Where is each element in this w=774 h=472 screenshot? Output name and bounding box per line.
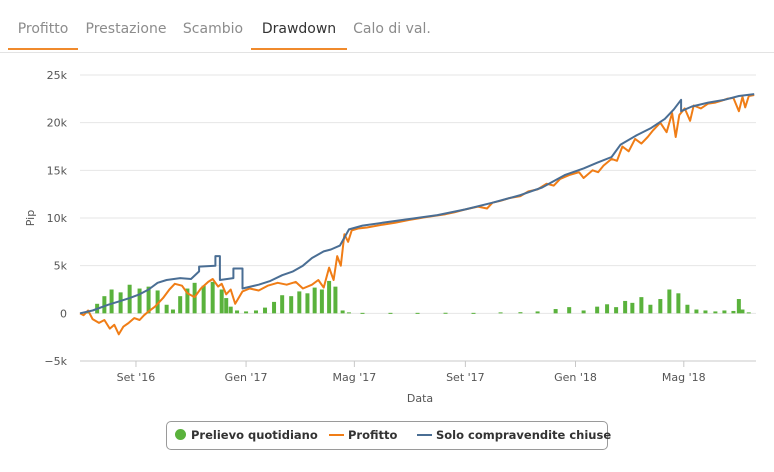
- legend-label-daily: Prelievo quotidiano: [191, 428, 318, 442]
- daily-withdrawal-bar: [722, 310, 727, 314]
- daily-withdrawal-bar: [297, 291, 302, 314]
- daily-withdrawal-bar: [360, 312, 365, 314]
- x-tick-label: Set '16: [117, 371, 156, 384]
- daily-withdrawal-bar: [118, 292, 123, 314]
- daily-withdrawal-bar: [443, 312, 448, 314]
- daily-withdrawal-bar: [630, 302, 635, 314]
- daily-withdrawal-bar: [676, 293, 681, 314]
- daily-withdrawal-bar: [605, 304, 610, 314]
- daily-withdrawal-bar: [658, 299, 663, 314]
- daily-withdrawal-bar: [746, 312, 751, 314]
- daily-withdrawal-bar: [667, 289, 672, 314]
- chart-legend: Prelievo quotidiano Profitto Solo compra…: [166, 421, 611, 450]
- daily-withdrawal-bar: [305, 293, 310, 314]
- y-tick-label: 25k: [47, 69, 68, 82]
- legend-dot-daily: [175, 429, 186, 440]
- tab-value-drop[interactable]: Calo di val.: [353, 21, 431, 37]
- tab-performance[interactable]: Prestazione: [85, 21, 167, 37]
- daily-withdrawal-bar: [235, 310, 240, 314]
- daily-withdrawal-bar: [244, 311, 249, 314]
- daily-withdrawal-bar: [731, 310, 736, 314]
- daily-withdrawal-bar: [703, 310, 708, 314]
- daily-withdrawal-bar: [289, 296, 294, 314]
- tab-bar: Profitto Prestazione Scambio Drawdown Ca…: [0, 0, 774, 53]
- y-axis-title: Pip: [24, 210, 37, 226]
- x-tick-label: Mag '18: [662, 371, 706, 384]
- daily-withdrawal-bar: [685, 304, 690, 314]
- daily-withdrawal-bar: [614, 307, 619, 314]
- legend-label-profit: Profitto: [348, 428, 398, 442]
- legend-item-profit[interactable]: Profitto: [329, 422, 397, 449]
- daily-withdrawal-bar: [319, 289, 324, 314]
- daily-withdrawal-bar: [740, 309, 745, 314]
- daily-withdrawal-bar: [219, 289, 224, 314]
- daily-withdrawal-bar: [736, 299, 741, 314]
- tab-profit[interactable]: Profitto: [8, 0, 78, 50]
- daily-withdrawal-bar: [155, 290, 160, 314]
- legend-item-closed[interactable]: Solo compravendite chiuse: [417, 422, 611, 449]
- daily-withdrawal-bar: [535, 311, 540, 314]
- legend-item-daily[interactable]: Prelievo quotidiano: [175, 422, 318, 449]
- x-axis-title: Data: [407, 392, 433, 405]
- daily-withdrawal-bar: [388, 312, 393, 314]
- x-axis-ticks: Set '16 Gen '17 Mag '17 Set '17 Gen '18 Mag '…: [117, 361, 706, 384]
- y-tick-label: −5k: [44, 355, 67, 368]
- daily-withdrawal-bar: [312, 287, 317, 314]
- daily-withdrawal-bar: [498, 312, 503, 314]
- daily-withdrawal-bar: [694, 309, 699, 314]
- x-tick-label: Mag '17: [333, 371, 377, 384]
- series-daily-withdrawal: [86, 280, 751, 314]
- daily-withdrawal-bar: [581, 310, 586, 314]
- daily-withdrawal-bar: [327, 280, 332, 314]
- daily-withdrawal-bar: [178, 296, 183, 314]
- series-line-closed-trades: [79, 93, 755, 315]
- daily-withdrawal-bar: [471, 312, 476, 314]
- daily-withdrawal-bar: [253, 310, 258, 314]
- daily-withdrawal-bar: [333, 286, 338, 314]
- daily-withdrawal-bar: [713, 311, 718, 314]
- daily-withdrawal-bar: [415, 312, 420, 314]
- daily-withdrawal-bar: [185, 288, 190, 314]
- daily-withdrawal-bar: [164, 304, 169, 314]
- y-axis-ticks: 25k 20k 15k 10k 5k 0 −5k: [44, 69, 67, 368]
- daily-withdrawal-bar: [170, 309, 175, 314]
- series-line-profit: [79, 94, 755, 336]
- daily-withdrawal-bar: [210, 281, 215, 314]
- daily-withdrawal-bar: [567, 307, 572, 314]
- legend-line-closed: [417, 434, 432, 436]
- x-tick-label: Gen '18: [554, 371, 597, 384]
- daily-withdrawal-bar: [224, 298, 229, 314]
- daily-withdrawal-bar: [346, 312, 351, 314]
- y-tick-label: 0: [60, 307, 67, 320]
- daily-withdrawal-bar: [340, 310, 345, 314]
- drawdown-chart: 25k 20k 15k 10k 5k 0 −5k Set '16 Gen '17 Mag '17…: [24, 69, 756, 405]
- x-tick-label: Set '17: [446, 371, 485, 384]
- daily-withdrawal-bar: [518, 312, 523, 314]
- tab-trading[interactable]: Scambio: [182, 21, 244, 37]
- daily-withdrawal-bar: [137, 288, 142, 314]
- x-tick-label: Gen '17: [225, 371, 268, 384]
- daily-withdrawal-bar: [280, 295, 285, 314]
- y-tick-label: 5k: [54, 260, 68, 273]
- daily-withdrawal-bar: [272, 301, 277, 314]
- daily-withdrawal-bar: [263, 307, 268, 314]
- daily-withdrawal-bar: [648, 304, 653, 314]
- daily-withdrawal-bar: [595, 306, 600, 314]
- y-tick-label: 15k: [47, 164, 68, 177]
- daily-withdrawal-bar: [102, 296, 107, 314]
- series-lines: [79, 93, 755, 336]
- daily-withdrawal-bar: [201, 285, 206, 314]
- y-tick-label: 10k: [47, 212, 68, 225]
- daily-withdrawal-bar: [623, 300, 628, 314]
- tab-drawdown[interactable]: Drawdown: [251, 0, 347, 50]
- daily-withdrawal-bar: [146, 286, 151, 314]
- daily-withdrawal-bar: [553, 309, 558, 314]
- daily-withdrawal-bar: [639, 297, 644, 314]
- daily-withdrawal-bar: [109, 289, 114, 314]
- daily-withdrawal-bar: [228, 306, 233, 314]
- legend-line-profit: [329, 434, 344, 436]
- y-tick-label: 20k: [47, 117, 68, 130]
- legend-label-closed: Solo compravendite chiuse: [436, 428, 612, 442]
